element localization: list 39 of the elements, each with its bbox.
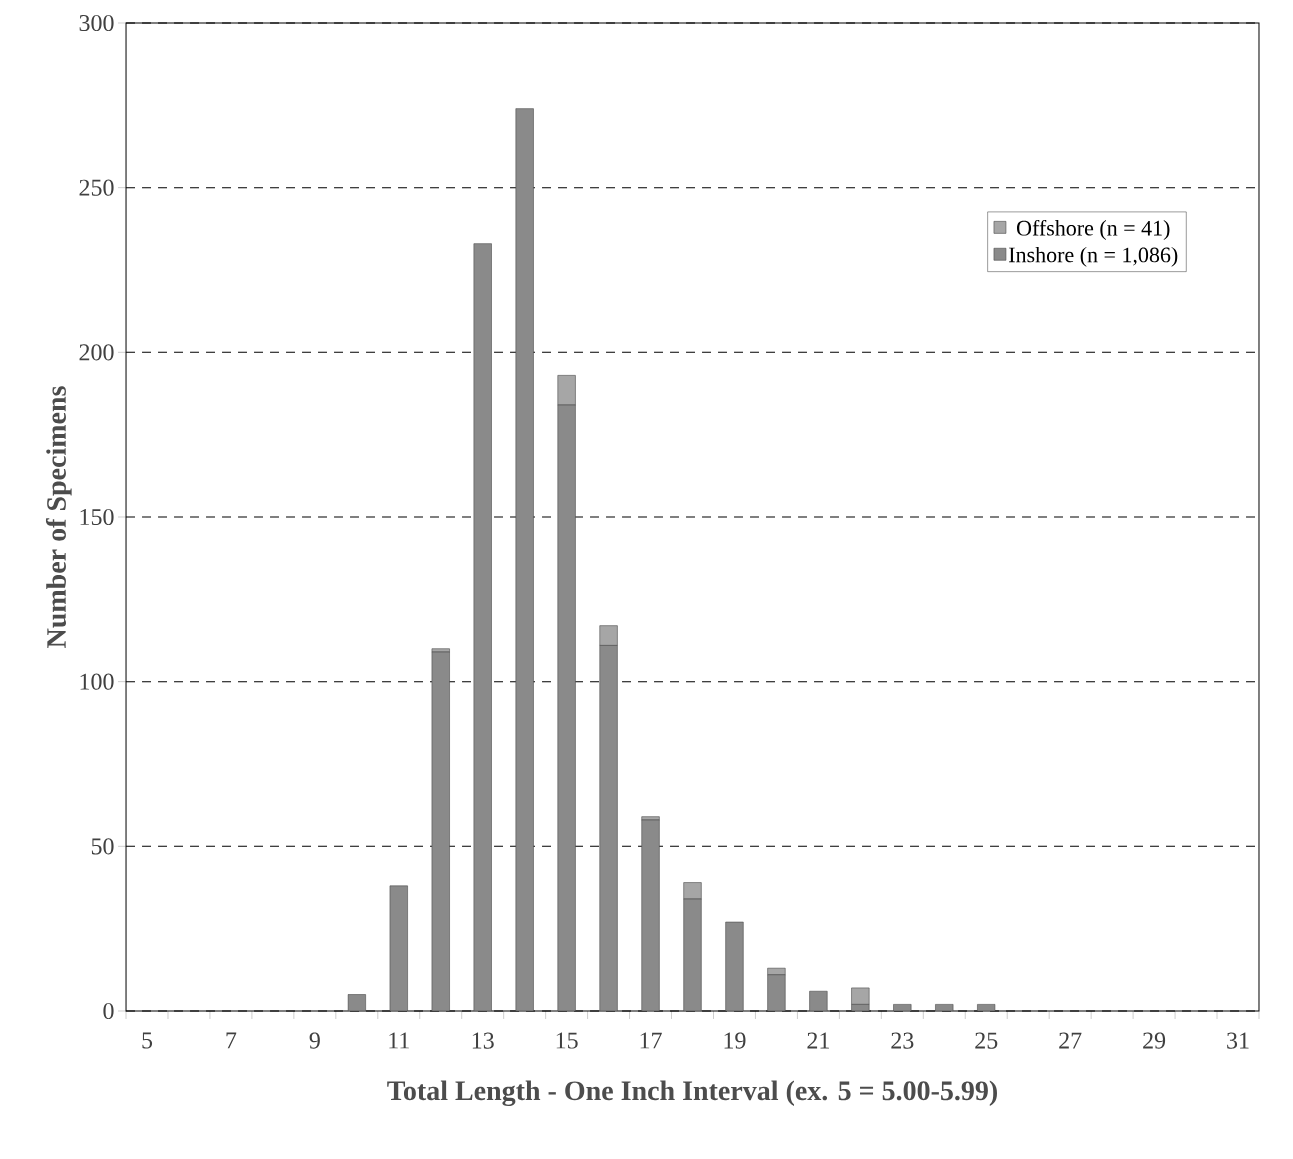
bar xyxy=(599,645,618,1011)
bar xyxy=(389,885,408,1011)
bar xyxy=(725,921,744,1011)
bar xyxy=(557,375,576,406)
y-axis-title: Number of Specimens xyxy=(45,386,72,648)
y-tick-label: 150 xyxy=(80,508,114,526)
x-tick-label: 29 xyxy=(1143,1032,1166,1049)
y-tick-label: 100 xyxy=(80,673,114,690)
bar xyxy=(767,974,786,1011)
bar xyxy=(599,625,618,646)
x-tick-label: 27 xyxy=(1059,1032,1082,1049)
x-tick-label: 25 xyxy=(975,1032,998,1049)
x-tick-label: 13 xyxy=(472,1032,494,1049)
y-tick-label: 50 xyxy=(91,838,114,855)
bar xyxy=(683,882,702,900)
bar xyxy=(641,819,660,1011)
bar xyxy=(515,108,534,1011)
x-axis-title: Total Length - One Inch Interval (ex. 5 = 5.00-5.99) xyxy=(387,1080,997,1107)
bar xyxy=(683,898,702,1011)
y-tick-label: 250 xyxy=(79,179,114,196)
bar xyxy=(557,404,576,1011)
bar xyxy=(851,987,870,1005)
x-tick-label: 23 xyxy=(891,1032,914,1049)
x-tick-label: 19 xyxy=(724,1032,746,1049)
x-tick-label: 21 xyxy=(807,1032,829,1049)
x-tick-label: 17 xyxy=(640,1032,662,1049)
x-tick-label: 7 xyxy=(226,1032,237,1049)
x-tick-label: 11 xyxy=(389,1032,409,1049)
y-tick-label: 0 xyxy=(103,1002,114,1020)
bar xyxy=(473,243,492,1011)
legend-label: Offshore (n = 41) xyxy=(1017,219,1170,241)
x-tick-label: 5 xyxy=(142,1032,153,1049)
x-tick-label: 31 xyxy=(1227,1032,1249,1049)
x-tick-label: 9 xyxy=(309,1032,320,1049)
bar xyxy=(431,651,450,1011)
legend-label: Inshore (n = 1,086) xyxy=(1009,246,1178,267)
x-tick-label: 15 xyxy=(556,1032,578,1049)
y-tick-label: 200 xyxy=(79,344,114,361)
y-tick-label: 300 xyxy=(79,14,114,32)
